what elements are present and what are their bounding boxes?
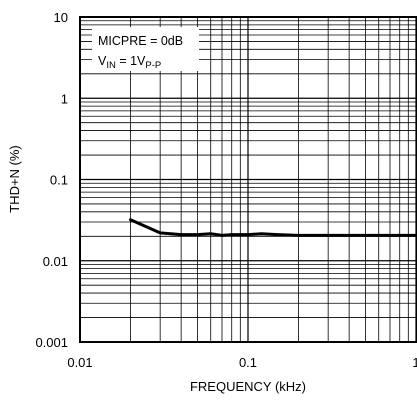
annotation-line-1: MICPRE = 0dB <box>98 34 183 48</box>
y-tick-label: 10 <box>54 10 68 25</box>
y-tick-label: 0.1 <box>50 173 68 188</box>
annotation-box: MICPRE = 0dB VIN = 1VP-P <box>92 27 199 71</box>
y-tick-label: 0.01 <box>43 254 68 269</box>
annotation-eq: = 1V <box>116 54 146 68</box>
y-tick-label: 0.001 <box>35 335 68 350</box>
y-axis-label: THD+N (%) <box>7 145 22 213</box>
series-line-1 <box>129 218 417 237</box>
x-tick-labels: 0.010.1110100 <box>67 355 417 370</box>
y-tick-label: 1 <box>61 91 68 106</box>
x-axis-label: FREQUENCY (kHz) <box>190 379 306 394</box>
grid <box>79 17 417 343</box>
annotation-sub-in: IN <box>106 60 116 71</box>
x-tick-label: 1 <box>412 355 417 370</box>
y-tick-labels: 0.001 0.01 0.1 1 10 <box>35 10 68 350</box>
data-layer <box>129 218 417 237</box>
annotation-background <box>92 27 199 71</box>
x-tick-label: 0.1 <box>239 355 257 370</box>
annotation-line-2: VIN = 1VP-P <box>98 54 161 71</box>
plot-frame <box>79 16 417 343</box>
x-tick-label: 0.01 <box>67 355 92 370</box>
annotation-v: V <box>98 54 107 68</box>
annotation-sub-pp: P-P <box>145 60 161 71</box>
